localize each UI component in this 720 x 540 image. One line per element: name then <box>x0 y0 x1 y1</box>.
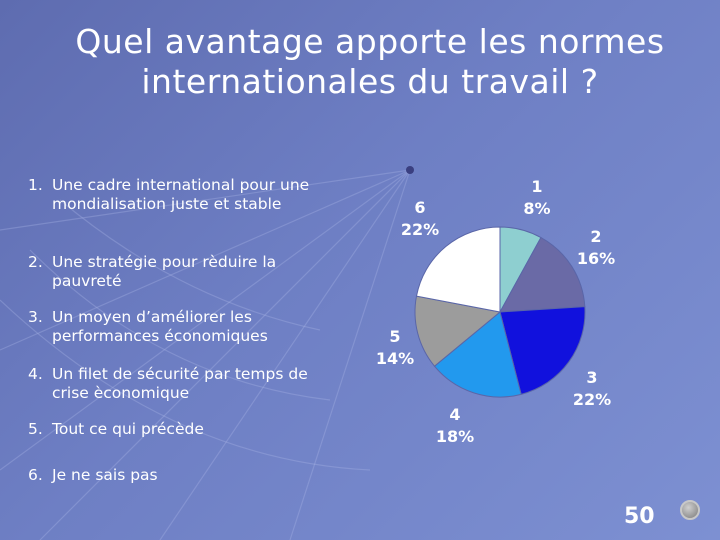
option-5: 5. Tout ce qui précède <box>28 420 204 438</box>
slide-title: Quel avantage apporte les normes interna… <box>75 22 665 101</box>
pie-slice-2 <box>499 236 586 313</box>
option-6: 6. Je ne sais pas <box>28 466 158 484</box>
pie-slice-4 <box>433 311 522 398</box>
circle-nav-icon[interactable] <box>680 500 700 520</box>
option-3: 3. Un moyen d’améliorer les performances … <box>28 308 268 345</box>
option-4: 4. Un filet de sécurité par temps de cris… <box>28 365 308 402</box>
pie-slice-5 <box>414 295 502 367</box>
pie-slice-3 <box>499 306 586 395</box>
slice-percent-5: 14% <box>376 349 414 368</box>
pie-slice-6 <box>415 226 501 313</box>
slice-label-3: 3 <box>586 368 597 387</box>
option-1: 1. Une cadre international pour une mondi… <box>28 176 310 213</box>
slice-percent-1: 8% <box>523 199 550 218</box>
slice-label-5: 5 <box>389 327 400 346</box>
slice-label-2: 2 <box>590 227 601 246</box>
slice-percent-6: 22% <box>401 220 439 239</box>
slice-percent-4: 18% <box>436 427 474 446</box>
slice-label-1: 1 <box>531 177 542 196</box>
option-2: 2. Une stratégie pour rèduire la pauvreté <box>28 253 277 290</box>
pie-labels: 18%216%322%418%514%622% <box>376 177 615 446</box>
page-number: 50 <box>624 504 655 529</box>
slice-label-6: 6 <box>414 198 425 217</box>
pie-slices <box>414 226 586 398</box>
slice-percent-3: 22% <box>573 390 611 409</box>
slice-percent-2: 16% <box>577 249 615 268</box>
slice-label-4: 4 <box>449 405 460 424</box>
